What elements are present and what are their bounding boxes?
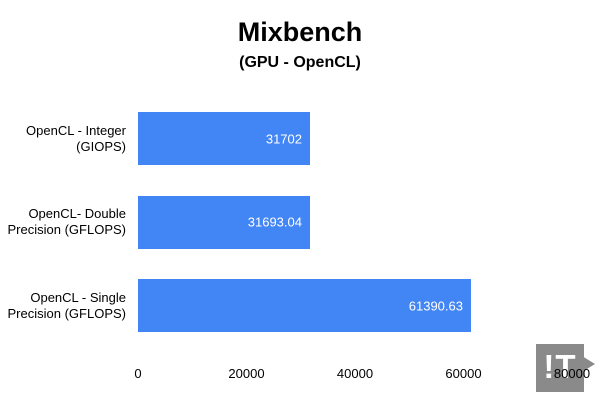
category-label-line: Precision (GFLOPS)	[7, 305, 126, 321]
x-tick-label: 20000	[228, 366, 265, 381]
category-label-line: (GIOPS)	[76, 138, 126, 154]
chart-subtitle: (GPU - OpenCL)	[239, 54, 361, 71]
bar-value-label: 31702	[265, 131, 302, 146]
chart-title: Mixbench	[237, 17, 363, 47]
category-label: OpenCL - Single Precision (GFLOPS)	[0, 279, 126, 332]
bar: 31702	[138, 112, 310, 165]
x-tick-label: 60000	[445, 366, 482, 381]
category-label-line: OpenCL - Single	[30, 289, 126, 305]
bar-value-label: 61390.63	[408, 298, 463, 313]
watermark-logo: !T	[536, 344, 595, 392]
bar: 61390.63	[138, 279, 471, 332]
x-tick-label: 80000	[553, 366, 591, 381]
category-label-line: OpenCL - Integer	[26, 122, 126, 138]
category-label-line: OpenCL- Double	[28, 206, 126, 221]
category-label: OpenCL - Integer (GIOPS)	[0, 112, 126, 165]
bar: 31693.04	[138, 195, 310, 249]
category-label: OpenCL- Double Precision (GFLOPS)	[0, 196, 126, 249]
bar-value-label: 31693.04	[247, 214, 302, 230]
x-tick-label: 0	[134, 366, 142, 381]
category-label-line: Precision (GFLOPS)	[7, 222, 126, 237]
x-tick-label: 40000	[336, 366, 374, 381]
play-arrow-icon	[582, 356, 595, 372]
watermark-text: !T	[543, 347, 577, 385]
